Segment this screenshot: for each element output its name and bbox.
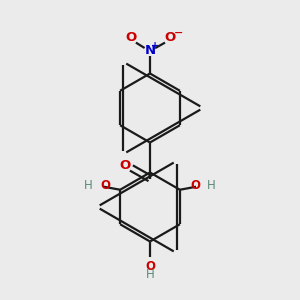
Text: N: N — [144, 44, 156, 58]
Text: O: O — [145, 260, 155, 273]
Text: O: O — [125, 31, 136, 44]
Text: H: H — [146, 268, 154, 281]
Text: O: O — [190, 179, 200, 192]
Text: O: O — [100, 179, 110, 192]
Text: O: O — [165, 31, 176, 44]
Text: −: − — [174, 28, 184, 38]
Text: +: + — [151, 40, 160, 51]
Text: H: H — [207, 179, 216, 192]
Text: H: H — [84, 179, 93, 192]
Text: O: O — [119, 159, 130, 172]
